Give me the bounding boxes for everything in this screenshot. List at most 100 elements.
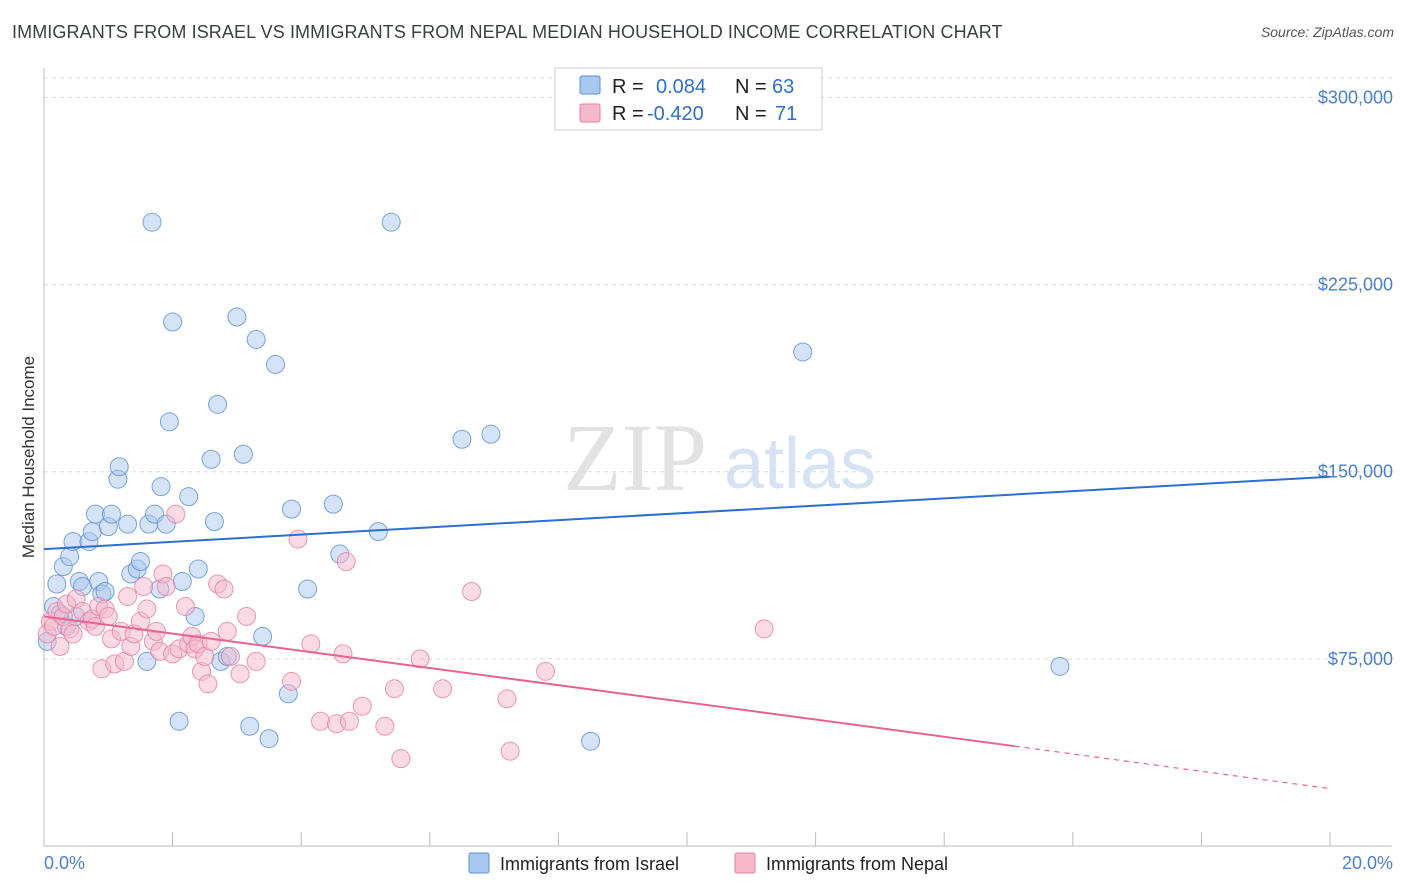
israel-point-2 [47, 574, 67, 594]
israel-point-59 [481, 424, 501, 444]
nepal-point-60 [352, 696, 372, 716]
legend-n-label-nepal: N = [735, 103, 767, 125]
nepal-point-36 [175, 596, 195, 616]
israel-point-35 [172, 572, 192, 592]
israel-point-24 [130, 552, 150, 572]
watermark-atlas: atlas [724, 424, 876, 504]
nepal-point-65 [433, 679, 453, 699]
nepal-point-67 [497, 689, 517, 709]
israel-point-62 [1050, 656, 1070, 676]
israel-point-44 [227, 307, 247, 327]
israel-point-34 [169, 711, 189, 731]
israel-point-39 [201, 449, 221, 469]
nepal-point-49 [230, 664, 250, 684]
nepal-point-54 [301, 634, 321, 654]
source-label: Source: ZipAtlas.com [1260, 24, 1394, 40]
israel-point-48 [253, 626, 273, 646]
israel-point-61 [793, 342, 813, 362]
legend-r-value-israel: 0.084 [656, 76, 706, 98]
nepal-point-66 [462, 581, 482, 601]
bottom-legend-label-nepal: Immigrants from Nepal [766, 854, 948, 874]
israel-point-41 [208, 394, 228, 414]
correlation-legend: R = 0.084 N = 63 R = -0.420 N = 71 [554, 67, 823, 131]
y-tick-label-0: $75,000 [1328, 649, 1393, 669]
watermark-zip: ZIP [563, 404, 707, 511]
israel-point-49 [259, 729, 279, 749]
legend-n-value-nepal: 71 [775, 103, 797, 125]
nepal-point-59 [339, 711, 359, 731]
nepal-point-63 [391, 749, 411, 769]
nepal-trend-line [43, 615, 1016, 748]
israel-point-33 [163, 312, 183, 332]
nepal-point-4 [50, 636, 70, 656]
y-tick-label-3: $300,000 [1318, 87, 1393, 107]
israel-point-52 [282, 499, 302, 519]
watermark: ZIP atlas [563, 404, 876, 511]
trend-lines [43, 475, 1331, 790]
legend-swatch-israel [579, 75, 601, 95]
israel-point-25 [137, 651, 157, 671]
israel-point-57 [381, 212, 401, 232]
nepal-point-64 [410, 649, 430, 669]
y-tick-label-1: $150,000 [1318, 462, 1393, 482]
nepal-point-61 [375, 716, 395, 736]
x-tick-label-min: 0.0% [44, 853, 85, 873]
nepal-point-52 [282, 671, 302, 691]
nepal-point-8 [63, 624, 83, 644]
nepal-point-57 [333, 644, 353, 664]
chart-title: IMMIGRANTS FROM ISRAEL VS IMMIGRANTS FRO… [12, 22, 1003, 42]
nepal-point-22 [118, 586, 138, 606]
legend-n-label-israel: N = [735, 76, 767, 98]
series-legend: Immigrants from Israel Immigrants from N… [468, 852, 948, 874]
israel-point-53 [298, 579, 318, 599]
israel-point-47 [246, 329, 266, 349]
israel-point-40 [204, 512, 224, 532]
axes [43, 68, 1392, 847]
nepal-point-48 [220, 646, 240, 666]
israel-point-20 [109, 457, 129, 477]
nepal-points [37, 504, 774, 769]
israel-point-36 [179, 487, 199, 507]
nepal-point-68 [500, 741, 520, 761]
israel-trend-line [43, 475, 1331, 551]
x-ticks [43, 832, 1331, 846]
israel-point-32 [159, 412, 179, 432]
nepal-point-47 [217, 621, 237, 641]
israel-point-18 [102, 504, 122, 524]
nepal-point-17 [98, 606, 118, 626]
nepal-point-34 [166, 504, 186, 524]
israel-point-54 [323, 494, 343, 514]
nepal-point-43 [198, 674, 218, 694]
legend-r-label-nepal: R = [612, 103, 644, 125]
nepal-point-70 [754, 619, 774, 639]
nepal-point-26 [134, 576, 154, 596]
nepal-point-44 [201, 631, 221, 651]
nepal-point-58 [336, 552, 356, 572]
israel-point-21 [118, 514, 138, 534]
bottom-legend-label-israel: Immigrants from Israel [500, 854, 679, 874]
x-tick-label-max: 20.0% [1342, 853, 1393, 873]
legend-swatch-nepal [579, 103, 601, 123]
israel-point-38 [188, 559, 208, 579]
bottom-legend-swatch-israel [468, 852, 490, 874]
nepal-point-51 [246, 651, 266, 671]
bottom-legend-swatch-nepal [734, 852, 756, 874]
nepal-point-46 [214, 579, 234, 599]
legend-n-value-israel: 63 [772, 76, 794, 98]
legend-r-label-israel: R = [612, 76, 644, 98]
israel-point-58 [452, 429, 472, 449]
israel-point-46 [240, 716, 260, 736]
israel-point-12 [82, 522, 102, 542]
nepal-point-32 [156, 576, 176, 596]
israel-point-60 [581, 731, 601, 751]
nepal-point-50 [237, 606, 257, 626]
grid [44, 77, 1392, 660]
israel-point-30 [151, 477, 171, 497]
nepal-point-62 [384, 679, 404, 699]
israel-point-27 [142, 212, 162, 232]
nepal-point-53 [288, 529, 308, 549]
nepal-point-27 [137, 599, 157, 619]
nepal-trend-extension [1014, 745, 1331, 790]
israel-point-50 [265, 354, 285, 374]
